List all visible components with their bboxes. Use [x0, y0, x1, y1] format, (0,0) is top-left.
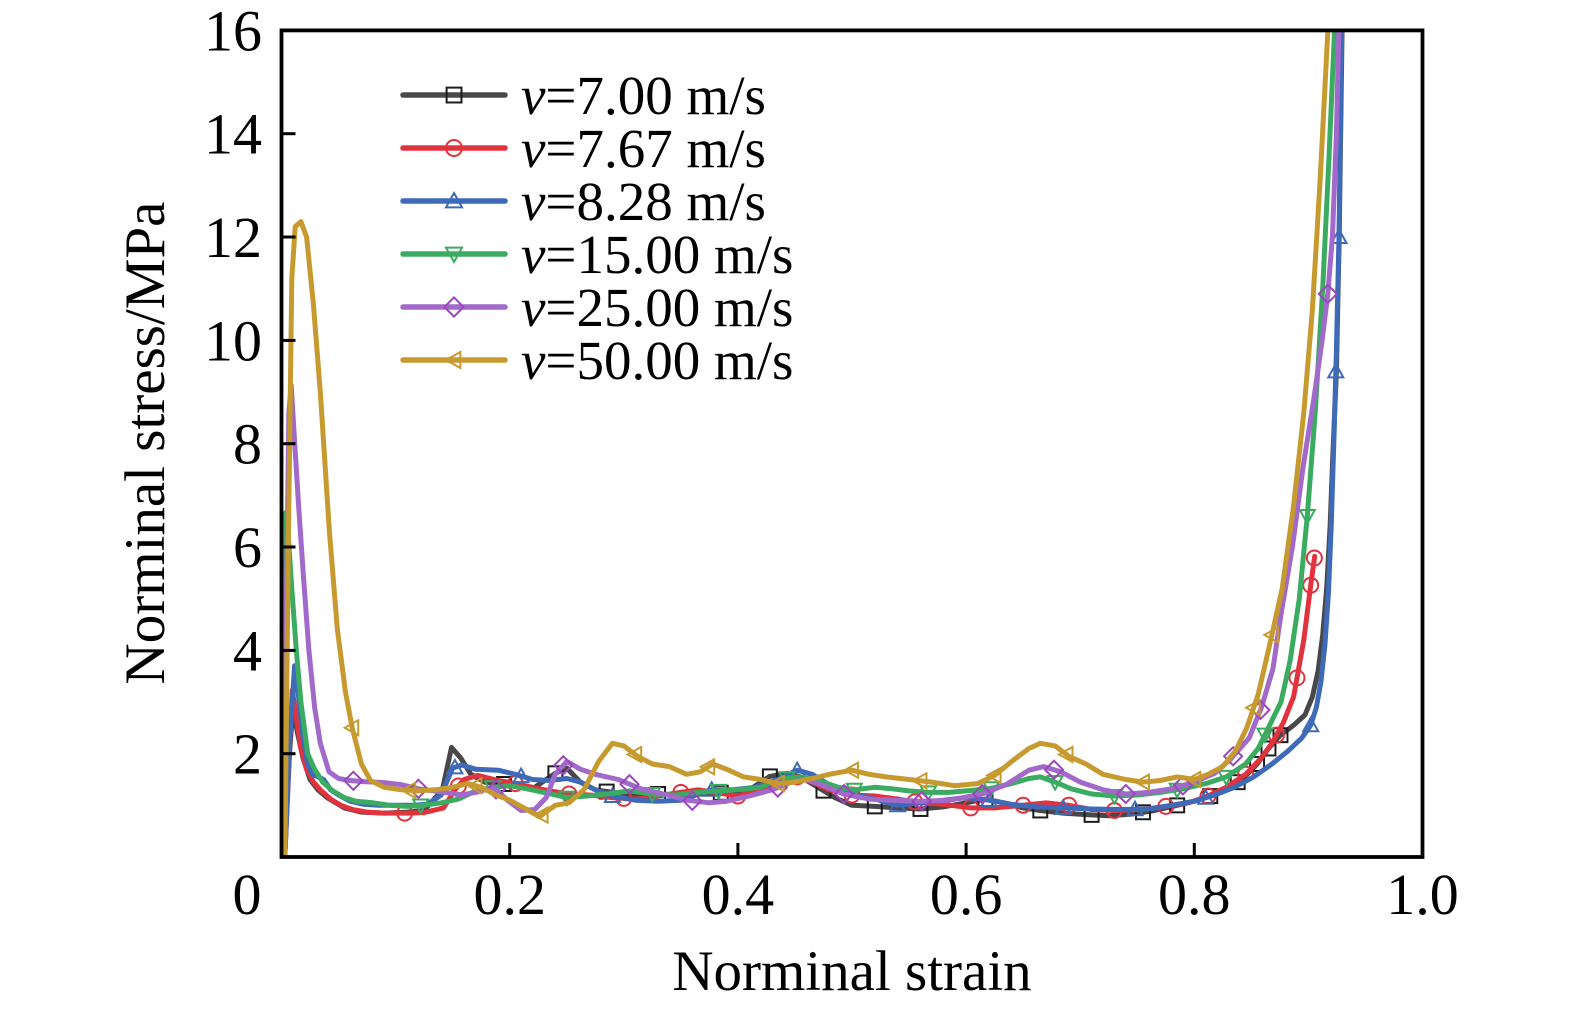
svg-text:6: 6 [233, 515, 262, 580]
svg-text:v=7.00 m/s: v=7.00 m/s [521, 65, 766, 126]
svg-text:0.4: 0.4 [702, 862, 775, 927]
svg-text:0.8: 0.8 [1158, 862, 1231, 927]
svg-text:v=7.67 m/s: v=7.67 m/s [521, 118, 766, 179]
svg-text:Norminal stress/MPa: Norminal stress/MPa [114, 202, 177, 685]
svg-text:14: 14 [204, 102, 262, 167]
svg-text:12: 12 [204, 205, 262, 270]
svg-text:v=50.00 m/s: v=50.00 m/s [521, 330, 793, 391]
svg-text:16: 16 [204, 0, 262, 63]
svg-text:0: 0 [233, 862, 262, 927]
svg-text:v=25.00 m/s: v=25.00 m/s [521, 277, 793, 338]
svg-text:v=15.00 m/s: v=15.00 m/s [521, 224, 793, 285]
svg-text:0.6: 0.6 [930, 862, 1003, 927]
svg-text:2: 2 [233, 722, 262, 787]
svg-text:0.2: 0.2 [473, 862, 546, 927]
svg-text:1.0: 1.0 [1386, 862, 1459, 927]
svg-text:10: 10 [204, 308, 262, 373]
svg-text:Norminal strain: Norminal strain [672, 940, 1031, 1003]
svg-text:8: 8 [233, 412, 262, 477]
svg-text:4: 4 [233, 618, 262, 683]
svg-text:v=8.28 m/s: v=8.28 m/s [521, 171, 766, 232]
